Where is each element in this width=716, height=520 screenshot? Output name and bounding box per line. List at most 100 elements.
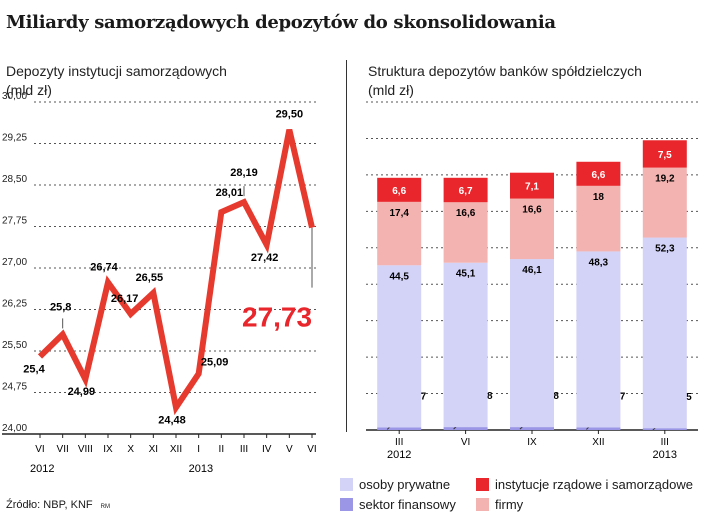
bar-segment xyxy=(642,140,687,168)
bar-segment xyxy=(642,428,687,430)
x-tick-label: III xyxy=(395,437,403,448)
x-tick-label: VI xyxy=(35,444,44,455)
legend-swatch-osoby-prywatne xyxy=(340,478,353,491)
legend-label-sektor-finansowy: sektor finansowy xyxy=(359,497,456,512)
panel-divider xyxy=(346,60,347,432)
data-label: 48,3 xyxy=(589,257,609,268)
bar-segment xyxy=(443,427,488,430)
bar-segment xyxy=(377,427,422,430)
author-initials: RM xyxy=(100,504,110,510)
y-tick-label: 27,00 xyxy=(2,257,27,268)
year-label: 2013 xyxy=(653,449,677,461)
bar-segment xyxy=(576,185,621,252)
data-label: 18 xyxy=(593,192,605,203)
data-label: 28,19 xyxy=(230,167,258,179)
bar-chart-subtitle: Struktura depozytów banków spółdzielczyc… xyxy=(368,62,698,100)
x-tick-label: V xyxy=(286,444,293,455)
legend-swatch-instytucje xyxy=(476,478,489,491)
data-label: 28,01 xyxy=(216,187,244,199)
page-title: Miliardy samorządowych depozytów do skon… xyxy=(6,12,556,33)
x-tick-label: VI xyxy=(461,437,470,448)
data-label: 16,6 xyxy=(522,205,542,216)
x-tick-label: IX xyxy=(103,444,113,455)
highlight-value-label: 27,73 xyxy=(242,302,312,333)
x-tick-label: XI xyxy=(149,444,158,455)
line-chart: 24,00 24,75 25,50 26,25 27,00 27,75 28,50 29,25… xyxy=(2,91,317,475)
year-label: 2012 xyxy=(387,449,411,461)
line-chart-subtitle: Depozyty instytucji samorządowych (mld z… xyxy=(6,62,266,100)
bar-segment xyxy=(576,161,621,186)
data-label: 45,1 xyxy=(456,269,476,280)
bar-segment xyxy=(377,201,422,266)
data-label: 27,42 xyxy=(251,252,279,264)
x-tick-label: VI xyxy=(307,444,316,455)
legend-swatch-sektor-finansowy xyxy=(340,498,353,511)
source-note: Źródło: NBP, KNF RM xyxy=(6,499,110,511)
year-label: 2013 xyxy=(189,463,213,475)
data-label: 25,4 xyxy=(23,364,45,376)
y-tick-label: 24,00 xyxy=(2,423,27,434)
x-tick-label: VII xyxy=(57,444,69,455)
y-tick-label: 27,75 xyxy=(2,216,27,227)
bar-segment xyxy=(510,198,554,260)
x-tick-label: III xyxy=(240,444,248,455)
data-label: 6,7 xyxy=(459,186,473,197)
source-text: Źródło: NBP, KNF xyxy=(6,499,93,511)
legend-label-instytucje: instytucje rządowe i samorządowe xyxy=(495,477,693,492)
data-label: 19,2 xyxy=(655,174,675,185)
bar-segment xyxy=(642,237,687,429)
data-label: 25,09 xyxy=(201,357,229,369)
bar-segment xyxy=(510,427,554,430)
data-label: 52,3 xyxy=(655,244,675,255)
data-label: 24,48 xyxy=(158,414,186,426)
data-label: 26,74 xyxy=(90,261,118,273)
data-label: 7,5 xyxy=(658,150,672,161)
data-label: 16,6 xyxy=(456,208,476,219)
data-label: 46,1 xyxy=(522,265,542,276)
x-tick-label: IV xyxy=(262,444,272,455)
legend-label-firmy: firmy xyxy=(495,497,524,512)
x-tick-label: XII xyxy=(170,444,182,455)
x-tick-label: IX xyxy=(527,437,537,448)
x-tick-label: VIII xyxy=(78,444,93,455)
legend-swatch-firmy xyxy=(476,498,489,511)
bar-chart-subtitle-line1: Struktura depozytów banków spółdzielczyc… xyxy=(368,63,642,79)
y-tick-label: 25,50 xyxy=(2,340,27,351)
bar-segment xyxy=(377,177,422,202)
data-label: 6,6 xyxy=(591,170,605,181)
line-chart-subtitle-line1: Depozyty instytucji samorządowych xyxy=(6,63,227,79)
bar-segment xyxy=(510,172,554,199)
bar-segment xyxy=(443,262,488,428)
x-tick-label: I xyxy=(197,444,200,455)
bar-segment xyxy=(443,177,488,203)
bar-chart: 0,744,517,46,6III0,845,116,66,7VI0,846,1… xyxy=(366,101,698,461)
y-tick-label: 28,50 xyxy=(2,174,27,185)
bar-segment xyxy=(377,265,422,428)
data-label: 25,8 xyxy=(50,301,71,313)
bar-segment xyxy=(642,167,687,238)
y-tick-label: 29,25 xyxy=(2,133,27,144)
bar-chart-subtitle-line2: (mld zł) xyxy=(368,82,414,98)
legend-label-osoby-prywatne: osoby prywatne xyxy=(359,477,451,492)
data-label: 7,1 xyxy=(525,182,539,193)
bar-segment xyxy=(510,259,554,428)
x-tick-label: II xyxy=(219,444,225,455)
data-label: 26,17 xyxy=(111,293,139,305)
y-tick-label: 26,25 xyxy=(2,299,27,310)
x-tick-label: X xyxy=(127,444,134,455)
data-label: 6,6 xyxy=(392,186,406,197)
line-chart-subtitle-line2: (mld zł) xyxy=(6,82,52,98)
bar-segment xyxy=(576,251,621,428)
data-label: 17,4 xyxy=(389,208,409,219)
data-label: 24,99 xyxy=(68,386,96,398)
x-tick-label: III xyxy=(661,437,669,448)
data-label: 44,5 xyxy=(389,271,409,282)
bar-segment xyxy=(576,427,621,430)
data-label: 26,55 xyxy=(136,272,164,284)
year-label: 2012 xyxy=(30,463,54,475)
y-tick-label: 30,00 xyxy=(2,91,27,102)
bar-segment xyxy=(443,202,488,263)
data-label: 29,50 xyxy=(276,109,304,121)
y-tick-label: 24,75 xyxy=(2,382,27,393)
x-tick-label: XII xyxy=(592,437,604,448)
